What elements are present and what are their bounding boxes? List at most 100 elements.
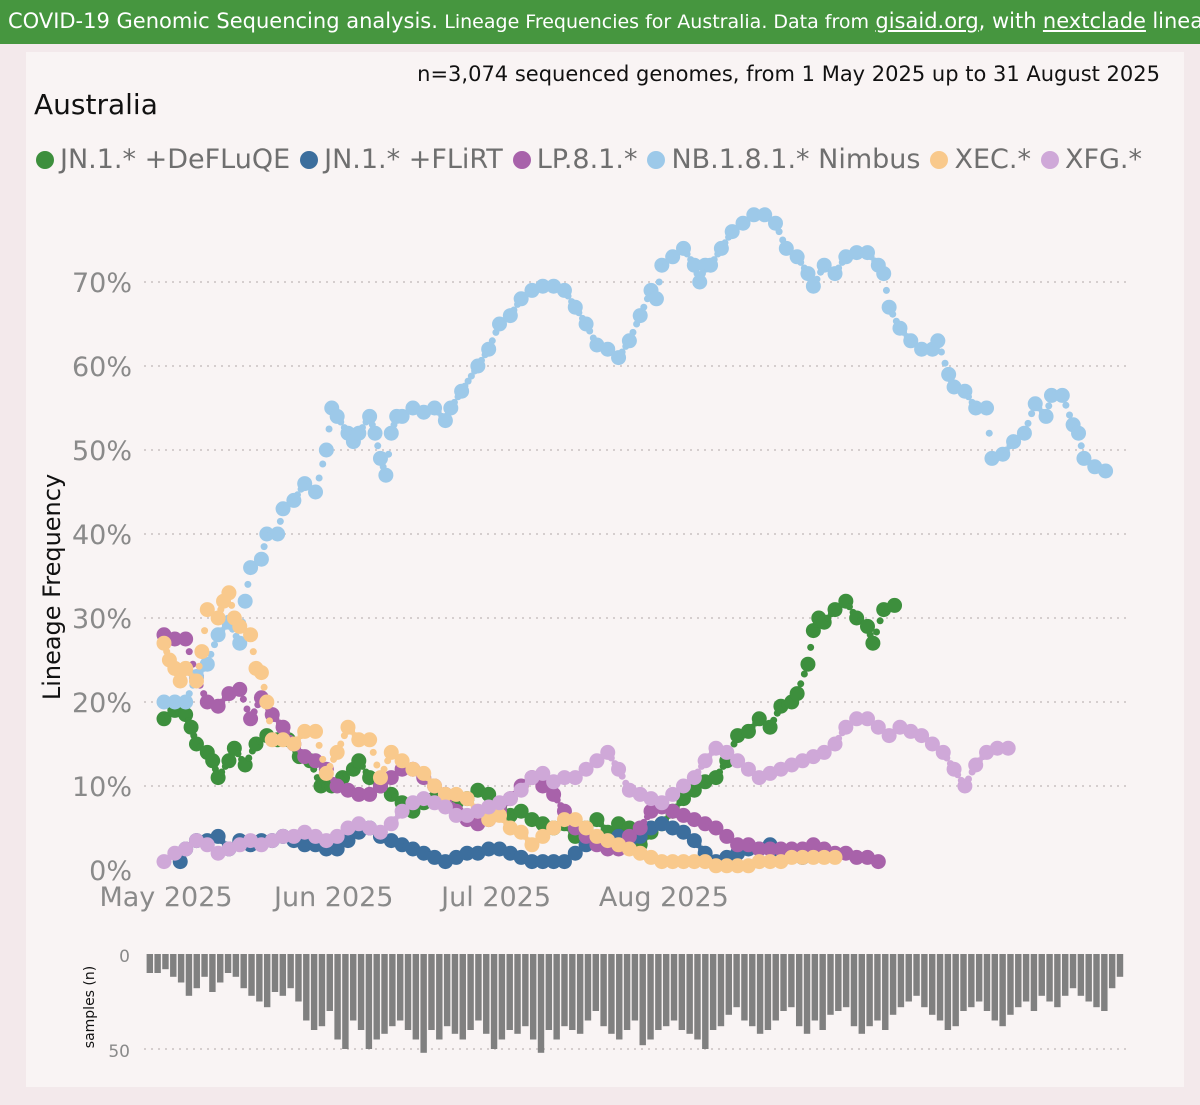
sample-bar [146, 954, 154, 973]
series-dot [337, 740, 345, 748]
x-tick-label: Jun 2025 [272, 882, 393, 913]
series-dot [954, 771, 962, 779]
sample-bar [326, 954, 333, 1011]
sample-bar [1093, 954, 1100, 1008]
sample-bar [1046, 954, 1053, 1002]
series-dot [1024, 419, 1032, 427]
sample-bar [678, 954, 686, 1030]
sample-bar [443, 954, 451, 1027]
sample-bar [827, 954, 834, 1015]
legend-item-nb-1-8-1-nimbus[interactable]: NB.1.8.1.* Nimbus [647, 144, 920, 175]
data-point [237, 593, 253, 609]
data-point [730, 858, 746, 874]
sample-bar [569, 954, 576, 1030]
sample-bar [224, 954, 232, 973]
sample-bar [960, 954, 967, 1011]
sample-bar [694, 954, 701, 1040]
series-dot [1028, 410, 1036, 418]
data-point [188, 673, 204, 689]
sample-bar [529, 954, 537, 1040]
series-dot [845, 603, 853, 611]
sample-bar [1038, 954, 1045, 996]
sample-bar [209, 954, 216, 992]
series-dot [315, 474, 323, 482]
legend-dot-icon [647, 150, 666, 169]
sample-bar [803, 954, 811, 1034]
sample-bar [201, 954, 208, 977]
data-point [773, 841, 789, 857]
series-dot [319, 460, 327, 468]
bar-y-tick-label: 0 [119, 947, 130, 967]
series-dot [201, 627, 209, 635]
series-dot [586, 327, 594, 335]
series-dot [380, 765, 388, 773]
sample-bar [318, 954, 326, 1027]
data-point [221, 585, 237, 601]
sample-bar [436, 954, 443, 1040]
series-nb-1-8-1-nimbus [156, 207, 1114, 710]
sample-bar [1108, 954, 1116, 989]
series-dot [488, 337, 496, 345]
series-dot [244, 580, 252, 588]
data-point [270, 526, 286, 542]
series-dot [800, 670, 808, 678]
data-point [318, 442, 334, 458]
series-dot [775, 228, 783, 236]
sample-bar [177, 954, 185, 983]
legend-label: JN.1.* +DeFLuQE [60, 144, 291, 175]
y-tick-label: 0% [89, 856, 132, 887]
sample-bar [1116, 954, 1124, 977]
data-point [968, 400, 984, 416]
x-tick-label: Jul 2025 [439, 882, 551, 913]
y-tick-label: 50% [72, 436, 132, 467]
series-dot [250, 708, 258, 716]
sample-bar [490, 954, 498, 1049]
series-dot [373, 761, 381, 769]
series-dot [228, 601, 236, 609]
series-dot [266, 717, 274, 725]
sample-bar [522, 954, 529, 1027]
legend-item-jn-1-flirt[interactable]: JN.1.* +FLiRT [300, 144, 503, 175]
sample-bar [889, 954, 897, 1015]
data-point [751, 841, 767, 857]
data-point [621, 333, 637, 349]
gisaid-link[interactable]: gisaid.org [875, 9, 979, 33]
sample-bar [561, 954, 568, 1027]
data-point [784, 849, 800, 865]
data-point [156, 635, 172, 651]
data-point [805, 849, 821, 865]
sample-bar [991, 954, 999, 1021]
sample-bar [1030, 954, 1038, 1011]
legend-item-xfg[interactable]: XFG.* [1040, 144, 1142, 175]
legend-dot-icon [1040, 150, 1059, 169]
sample-bar [271, 954, 279, 992]
series-dot [618, 348, 626, 356]
series-dot [337, 418, 345, 426]
banner-with: , with [978, 9, 1037, 33]
sample-bar [921, 954, 928, 1008]
sample-bar [537, 954, 545, 1053]
nextclade-link[interactable]: nextclade [1042, 9, 1146, 33]
sample-bar [553, 954, 560, 1040]
legend-item-lp-8-1[interactable]: LP.8.1.* [512, 144, 637, 175]
data-point [1043, 387, 1059, 403]
series-dot [964, 393, 972, 401]
sample-bar [365, 954, 373, 1049]
series-dot [234, 750, 242, 758]
legend-item-xec[interactable]: XEC.* [930, 144, 1031, 175]
series-dot [369, 748, 377, 756]
data-point [259, 694, 275, 710]
x-tick-label: May 2025 [99, 882, 232, 913]
data-point [367, 425, 383, 441]
data-point [1038, 408, 1054, 424]
banner-text: COVID-19 Genomic Sequencing analysis. Li… [8, 8, 1200, 35]
sample-bar [396, 954, 404, 1021]
data-point [297, 723, 313, 739]
data-point [351, 786, 367, 802]
sample-bar [584, 954, 592, 1021]
data-point [178, 631, 194, 647]
series-dot [797, 258, 805, 266]
legend-item-jn-1-defluqe[interactable]: JN.1.* +DeFLuQE [36, 144, 290, 175]
data-point [730, 837, 746, 853]
sample-bar [1022, 954, 1030, 1002]
